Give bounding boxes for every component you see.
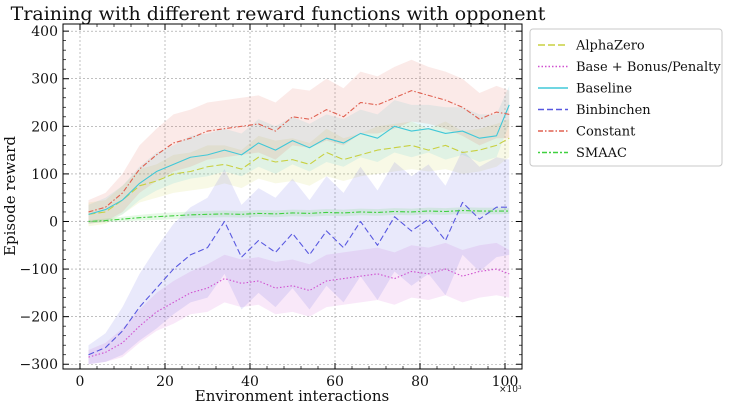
- smaac-line: [88, 209, 510, 223]
- y-tick-label: 300: [31, 72, 58, 88]
- binbinchen-band: [88, 150, 510, 365]
- plot-frame: [62, 23, 523, 370]
- x-tick-label: 100: [492, 374, 519, 390]
- legend-label-binbinchen: Binbinchen: [576, 103, 651, 118]
- baseline-line: [88, 104, 510, 215]
- x-tick-label: 20: [156, 374, 174, 390]
- legend-label-constant: Constant: [576, 125, 636, 140]
- baseline-band: [88, 85, 510, 224]
- series-lines: [88, 90, 510, 358]
- base-bonus-penalty-line: [88, 268, 510, 358]
- binbinchen-line: [88, 201, 510, 356]
- legend-label-baseline: Baseline: [576, 82, 632, 97]
- y-tick-label: 100: [31, 167, 58, 183]
- axis-ticks: 0 20 40 60 80 100 −300 −200 −100 0 100 200 300 400: [20, 24, 523, 390]
- legend-label-smaac: SMAAC: [576, 146, 627, 161]
- y-tick-label: 0: [49, 214, 58, 230]
- legend: AlphaZero Base + Bonus/Penalty Baseline Bin…: [529, 28, 723, 167]
- smaac-band: [88, 207, 510, 223]
- alphazero-line: [88, 137, 510, 215]
- y-tick-label: 200: [31, 119, 58, 135]
- chart-title: Training with different reward functions…: [11, 3, 546, 25]
- grid: [63, 24, 522, 369]
- x-multiplier-label: ×10³: [499, 385, 522, 395]
- legend-label-base-bonus-penalty: Base + Bonus/Penalty: [576, 60, 721, 75]
- y-tick-label: −100: [20, 262, 58, 278]
- constant-band: [88, 59, 510, 224]
- base-bonus-penalty-band: [88, 242, 510, 365]
- constant-line: [88, 90, 510, 213]
- legend-label-alphazero: AlphaZero: [575, 39, 645, 54]
- y-tick-label: 400: [31, 24, 58, 40]
- x-tick-label: 0: [76, 374, 85, 390]
- legend-box: [529, 28, 723, 167]
- x-tick-label: 60: [326, 374, 344, 390]
- y-axis-label: Episode reward: [1, 136, 19, 256]
- y-tick-label: −300: [20, 357, 58, 373]
- x-tick-label: 80: [411, 374, 429, 390]
- x-tick-label: 40: [241, 374, 259, 390]
- x-axis-label: Environment interactions: [195, 387, 389, 405]
- y-tick-label: −200: [20, 310, 58, 326]
